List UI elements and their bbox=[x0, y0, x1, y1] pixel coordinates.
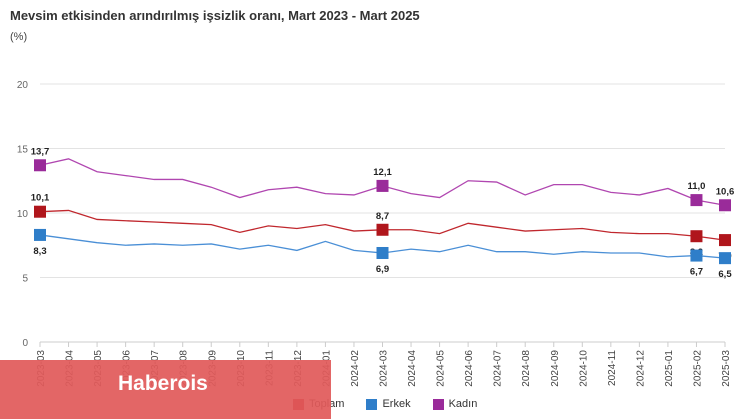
data-label: 12,1 bbox=[373, 167, 392, 178]
data-label: 13,7 bbox=[31, 146, 50, 157]
data-point-marker bbox=[690, 249, 703, 262]
x-tick-label: 2025-03 bbox=[721, 350, 732, 387]
data-label: 8,3 bbox=[33, 246, 46, 257]
y-tick-label: 0 bbox=[22, 338, 28, 349]
data-point-marker bbox=[719, 199, 731, 212]
data-label: 6,9 bbox=[376, 264, 389, 275]
data-point-marker bbox=[34, 205, 46, 218]
y-tick-label: 5 bbox=[22, 274, 28, 285]
data-label: 11,0 bbox=[687, 181, 705, 192]
y-tick-label: 20 bbox=[17, 80, 29, 91]
legend-swatch-kadin bbox=[432, 398, 444, 410]
legend-label-erkek: Erkek bbox=[382, 398, 411, 410]
data-point-marker bbox=[719, 252, 731, 265]
x-tick-label: 2024-02 bbox=[350, 350, 361, 387]
x-tick-label: 2024-06 bbox=[464, 350, 475, 387]
data-point-marker bbox=[34, 159, 46, 172]
data-point-marker bbox=[34, 228, 46, 241]
data-point-marker bbox=[690, 230, 703, 243]
data-point-marker bbox=[719, 234, 731, 247]
x-tick-label: 2024-04 bbox=[407, 350, 418, 387]
x-tick-label: 2024-09 bbox=[550, 350, 561, 387]
x-tick-label: 2024-05 bbox=[436, 350, 447, 387]
data-point-marker bbox=[376, 223, 389, 236]
x-tick-label: 2024-03 bbox=[379, 350, 390, 387]
x-tick-label: 2024-12 bbox=[635, 350, 646, 387]
x-tick-label: 2025-02 bbox=[692, 350, 703, 387]
data-label: 10,1 bbox=[31, 193, 50, 204]
x-tick-label: 2025-01 bbox=[664, 350, 675, 387]
chart-subtitle: (%) bbox=[10, 31, 28, 43]
legend-swatch-erkek bbox=[366, 398, 378, 410]
data-label: 10,6 bbox=[716, 186, 735, 197]
legend-item-erkek[interactable]: Erkek bbox=[366, 398, 411, 410]
legend-item-kadin[interactable]: Kadın bbox=[432, 398, 478, 410]
chart-title: Mevsim etkisinden arındırılmış işsizlik … bbox=[10, 8, 420, 23]
x-tick-label: 2024-08 bbox=[521, 350, 532, 387]
data-label: 6,7 bbox=[690, 267, 703, 278]
data-point-marker bbox=[376, 246, 389, 259]
data-label: 8,7 bbox=[376, 211, 389, 222]
watermark-text: Haberois bbox=[118, 372, 208, 395]
x-tick-label: 2024-07 bbox=[493, 350, 504, 387]
data-point-marker bbox=[690, 194, 703, 207]
data-label: 6,5 bbox=[718, 269, 732, 280]
x-tick-label: 2024-11 bbox=[607, 350, 618, 386]
y-tick-label: 15 bbox=[17, 145, 29, 156]
legend-label-kadin: Kadın bbox=[448, 398, 478, 410]
y-tick-label: 10 bbox=[17, 209, 29, 220]
watermark-banner bbox=[0, 360, 331, 419]
data-point-marker bbox=[376, 179, 389, 192]
x-tick-label: 2024-10 bbox=[578, 350, 589, 387]
